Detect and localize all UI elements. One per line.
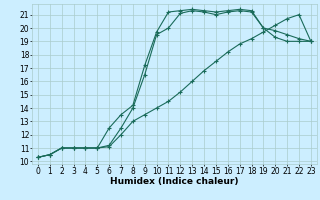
X-axis label: Humidex (Indice chaleur): Humidex (Indice chaleur) (110, 177, 239, 186)
